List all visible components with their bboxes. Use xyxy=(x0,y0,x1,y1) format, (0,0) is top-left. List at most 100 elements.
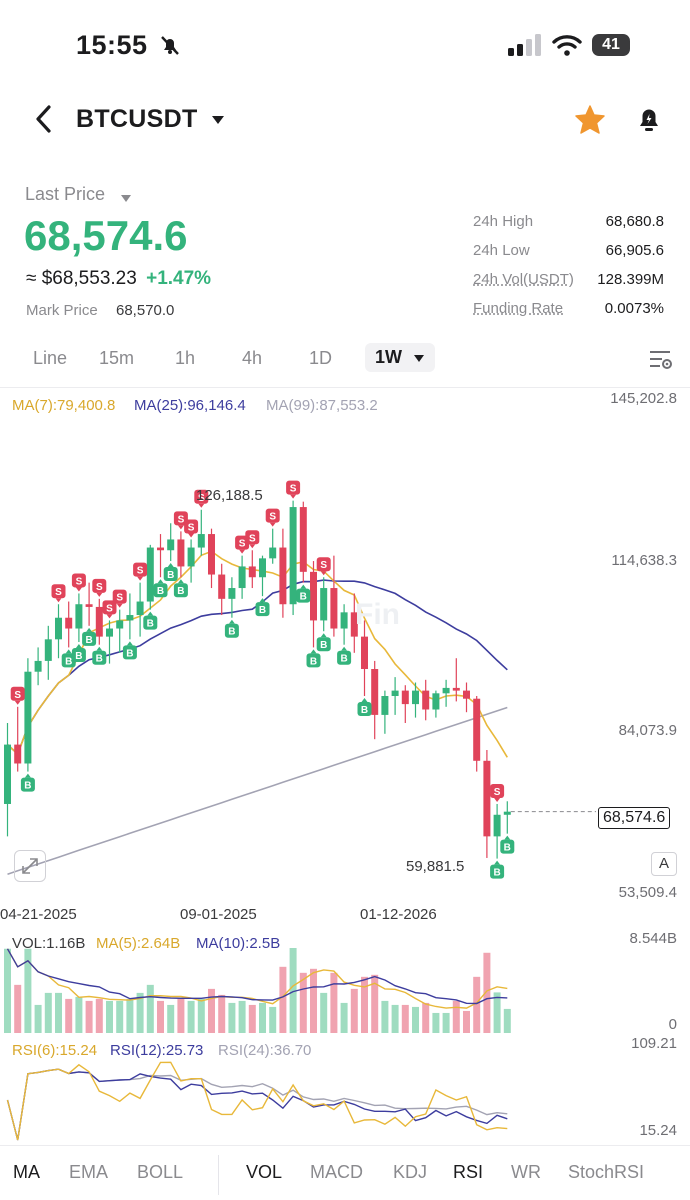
indicator-tab-ema[interactable]: EMA xyxy=(69,1162,109,1182)
current-price-tag[interactable]: 68,574.6 xyxy=(598,807,671,829)
svg-text:S: S xyxy=(76,576,83,587)
tab-15m[interactable]: 15m xyxy=(99,348,135,368)
volume-bar xyxy=(24,948,32,1033)
buy-marker: B xyxy=(20,773,35,792)
volume-bar xyxy=(422,1002,430,1033)
volume-bar xyxy=(483,952,491,1033)
symbol-title[interactable]: BTCUSDT xyxy=(76,105,198,133)
svg-text:S: S xyxy=(137,566,144,577)
indicator-tab-macd[interactable]: MACD xyxy=(310,1162,363,1182)
stat-24h-vol-label[interactable]: 24h Vol(USDT) xyxy=(473,271,574,288)
candle-body xyxy=(350,612,358,637)
rsi-axis-bottom: 15.24 xyxy=(639,1122,677,1139)
candle-body xyxy=(442,687,450,694)
stat-funding-rate-value: 0.0073% xyxy=(604,300,664,317)
volume-bar xyxy=(299,972,307,1033)
candles xyxy=(4,500,596,859)
stat-24h-high-value: 68,680.8 xyxy=(605,213,664,230)
candle-body xyxy=(55,617,62,640)
scale-mode-button[interactable]: A xyxy=(651,852,677,876)
buy-marker: B xyxy=(500,835,515,854)
tab-1w[interactable]: 1W xyxy=(365,343,436,372)
candle-body xyxy=(14,744,22,764)
volume-bar xyxy=(136,992,144,1033)
candle-body xyxy=(401,690,409,705)
rsi-axis-top: 109.21 xyxy=(631,1035,677,1052)
tab-4h[interactable]: 4h xyxy=(242,348,263,368)
candle-body xyxy=(503,811,511,815)
candle-body xyxy=(65,617,73,629)
favorite-star-icon[interactable] xyxy=(574,104,606,139)
volume-bar xyxy=(330,972,338,1033)
candle-body xyxy=(432,693,440,710)
svg-text:S: S xyxy=(116,593,123,604)
indicator-tab-rsi[interactable]: RSI xyxy=(453,1162,484,1182)
indicator-tab-stochrsi[interactable]: StochRSI xyxy=(568,1162,645,1182)
candle-body xyxy=(95,606,103,637)
price-change: +1.47% xyxy=(146,268,212,289)
stat-24h-vol-value: 128.399M xyxy=(597,271,664,288)
svg-text:S: S xyxy=(494,787,501,798)
candle-body xyxy=(299,507,307,572)
volume-bar xyxy=(106,1000,113,1033)
price-alert-bell-icon[interactable] xyxy=(634,104,664,139)
candle-body xyxy=(4,744,11,804)
indicator-tab-ma[interactable]: MA xyxy=(13,1162,40,1182)
indicator-tab-wr[interactable]: WR xyxy=(511,1162,541,1182)
vol-legend: VOL:1.16B xyxy=(12,935,86,952)
volume-bar xyxy=(503,1008,511,1033)
tab-line[interactable]: Line xyxy=(33,348,68,368)
indicator-tab-boll[interactable]: BOLL xyxy=(137,1162,184,1182)
candle-body xyxy=(44,639,52,661)
volume-bar xyxy=(381,1000,389,1033)
indicator-tab-kdj[interactable]: KDJ xyxy=(393,1162,428,1182)
vol-ma5-legend: MA(5):2.64B xyxy=(96,935,181,952)
candle-body xyxy=(452,687,460,691)
volume-bar xyxy=(146,984,154,1033)
sell-marker: S xyxy=(112,589,127,608)
stat-24h-low-label: 24h Low xyxy=(473,242,530,259)
buy-marker: B xyxy=(224,619,239,638)
sell-marker: S xyxy=(286,480,301,499)
candle-body xyxy=(177,539,185,567)
sell-marker: S xyxy=(92,578,107,597)
candle-body xyxy=(493,814,501,837)
chart-settings-icon[interactable] xyxy=(648,348,674,377)
last-price-label[interactable]: Last Price xyxy=(25,184,106,204)
candle-body xyxy=(126,615,134,621)
candle-body xyxy=(279,547,287,605)
volume-bar xyxy=(361,976,368,1033)
stat-funding-rate-label[interactable]: Funding Rate xyxy=(473,300,564,317)
volume-bars xyxy=(4,948,511,1033)
stat-24h-low-value: 66,905.6 xyxy=(605,242,664,259)
back-icon[interactable] xyxy=(32,104,56,139)
volume-bar xyxy=(320,992,328,1033)
expand-chart-icon[interactable] xyxy=(14,850,46,882)
last-price-dropdown-icon[interactable] xyxy=(120,190,132,208)
symbol-dropdown-icon[interactable] xyxy=(210,113,226,131)
tab-1h[interactable]: 1h xyxy=(175,348,196,368)
candle-body xyxy=(167,539,175,551)
volume-bar xyxy=(218,994,226,1033)
tab-1d[interactable]: 1D xyxy=(309,348,333,368)
ma99-line xyxy=(7,706,508,875)
volume-bar xyxy=(157,1000,164,1033)
vol-axis-bottom: 0 xyxy=(668,1016,677,1033)
rsi12-legend: RSI(12):25.73 xyxy=(110,1042,204,1059)
volume-bar xyxy=(95,998,103,1033)
candle-body xyxy=(391,690,399,697)
svg-text:B: B xyxy=(320,640,327,651)
candle-body xyxy=(248,566,256,578)
axis-label-bottom: 53,509.4 xyxy=(618,884,677,901)
candle-body xyxy=(34,660,42,672)
sell-marker: S xyxy=(184,519,199,538)
indicator-tab-vol[interactable]: VOL xyxy=(246,1162,283,1182)
candle-body xyxy=(412,690,419,705)
usd-approx: ≈ $68,553.23 xyxy=(26,268,137,289)
svg-text:B: B xyxy=(85,635,92,646)
indicator-tab-separator xyxy=(218,1155,219,1195)
svg-text:B: B xyxy=(65,656,72,667)
candle-body xyxy=(24,671,32,764)
candle-body xyxy=(269,547,277,559)
